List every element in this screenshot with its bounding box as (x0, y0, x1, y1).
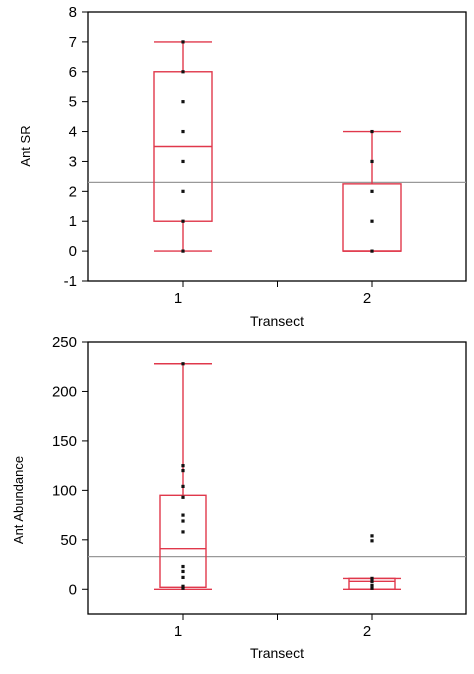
y-tick-label: 150 (52, 433, 77, 450)
data-point (370, 539, 374, 543)
x-tick-label: 2 (363, 623, 371, 640)
data-point (370, 586, 374, 590)
data-point (370, 189, 374, 193)
data-point (370, 576, 374, 580)
data-point (370, 534, 374, 538)
data-point (181, 584, 185, 588)
y-tick-label: 6 (69, 64, 77, 81)
data-point (181, 100, 185, 104)
y-tick-label: 1 (69, 213, 77, 230)
data-point (370, 159, 374, 164)
y-tick-label: 8 (69, 4, 77, 21)
y-tick-label: 3 (69, 153, 77, 170)
box-category-1 (153, 40, 213, 253)
box-category-1 (154, 362, 212, 590)
y-axis-label: Ant Abundance (11, 456, 26, 544)
x-axis-label: Transect (250, 313, 304, 329)
plot-frame (87, 11, 467, 282)
data-point (181, 129, 185, 134)
data-point (370, 219, 374, 223)
y-tick-label: 0 (69, 243, 77, 260)
data-point (181, 70, 185, 74)
data-point (181, 575, 185, 580)
y-tick-label: 100 (52, 482, 77, 499)
data-point (181, 464, 185, 468)
plot-frame (87, 341, 467, 615)
data-point (181, 219, 185, 223)
data-point (181, 249, 185, 253)
iqr-box (342, 183, 402, 252)
data-point (181, 569, 185, 574)
data-point (181, 362, 185, 366)
x-tick-label: 2 (363, 290, 371, 307)
iqr-box (159, 494, 207, 588)
data-point (181, 530, 185, 534)
data-point (181, 40, 185, 44)
x-tick-label: 1 (174, 290, 182, 307)
x-axis-label: Transect (250, 645, 304, 661)
ant-sr-box-plot: Ant SR Transect -1 0 1 2 3 4 5 6 7 8 1 2 (18, 4, 467, 329)
y-tick-label: 200 (52, 383, 77, 400)
y-tick-label: 5 (69, 94, 77, 111)
y-tick-label: 4 (69, 124, 77, 141)
y-tick-label: 7 (69, 34, 77, 51)
data-point (370, 249, 374, 253)
data-point (181, 189, 185, 193)
y-tick-label: -1 (64, 273, 77, 290)
box-category-2 (343, 534, 401, 590)
box-category-2 (342, 129, 402, 253)
data-point (370, 579, 374, 583)
x-tick-label: 1 (174, 623, 182, 640)
data-point (181, 484, 185, 489)
data-point (370, 129, 374, 134)
data-point (181, 468, 185, 473)
ant-abundance-box-plot: Ant Abundance Transect 0 50 100 150 200 250 1 2 (11, 334, 467, 661)
y-tick-label: 0 (69, 581, 77, 598)
data-point (181, 159, 185, 164)
y-tick-label: 250 (52, 334, 77, 351)
data-point (370, 583, 374, 587)
data-point (181, 519, 185, 523)
data-point (181, 586, 185, 590)
data-point (181, 564, 185, 569)
y-tick-label: 2 (69, 183, 77, 200)
y-tick-label: 50 (60, 532, 77, 549)
data-point (181, 513, 185, 517)
y-axis-label: Ant SR (18, 125, 33, 166)
data-point (181, 495, 185, 499)
